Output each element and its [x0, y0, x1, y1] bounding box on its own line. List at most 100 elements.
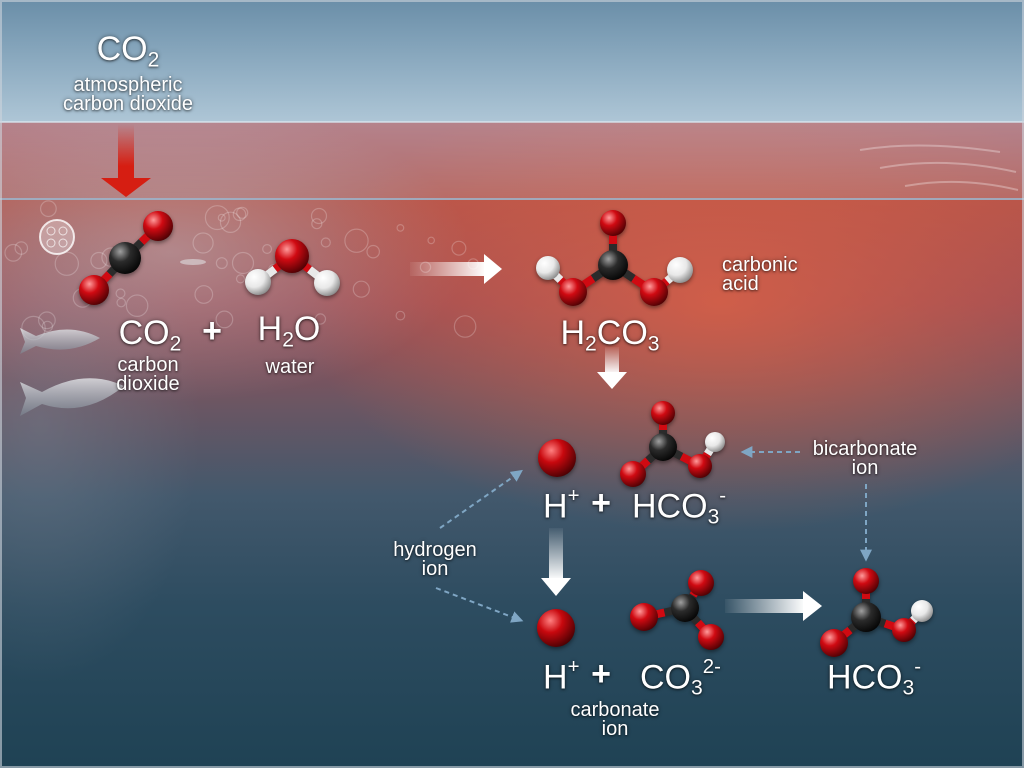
- oxygen-atom: [640, 278, 668, 306]
- carbonate-label: carbonate ion: [571, 700, 660, 739]
- plankton-speck: [352, 280, 370, 298]
- bicarbonate-product-formula: HCO3-: [827, 657, 921, 699]
- plus-sign: +: [591, 655, 611, 693]
- plankton-speck: [217, 213, 226, 222]
- formula-superscript: -: [914, 656, 922, 678]
- atmosphere-background: [0, 0, 1024, 122]
- formula-superscript: 2-: [702, 656, 721, 678]
- atmospheric-co2-label: atmospheric carbon dioxide: [62, 75, 194, 115]
- co2-molecule: [79, 211, 173, 305]
- label-line: dioxide: [116, 373, 180, 395]
- plankton-speck: [125, 294, 149, 317]
- formula-base: HCO: [826, 658, 903, 697]
- bicarbonate-molecule: [620, 401, 725, 487]
- oxygen-atom: [559, 278, 587, 306]
- hydrogen-ion-formula: H+: [543, 657, 579, 694]
- arrow-shaft: [725, 599, 805, 613]
- ripple: [859, 144, 1001, 153]
- hydrogen-atom: [705, 432, 725, 452]
- plankton-speck: [90, 251, 108, 270]
- label-line: acid: [722, 273, 759, 295]
- carbon-atom: [598, 250, 628, 280]
- plankton-speck: [231, 251, 255, 275]
- carbon-atom: [851, 602, 881, 632]
- formula-subscript: 2: [282, 328, 294, 352]
- oxygen-atom: [820, 629, 848, 657]
- arrow-shaft: [118, 124, 134, 180]
- formula-part: CO: [596, 314, 648, 352]
- plankton-speck: [453, 315, 477, 338]
- hydrogen-atom: [667, 257, 693, 283]
- oxygen-atom: [600, 210, 626, 236]
- carbon-atom: [671, 594, 699, 622]
- diatom-pore: [46, 238, 56, 248]
- plankton-speck: [41, 320, 54, 333]
- diatom-illustration: [39, 219, 75, 255]
- arrow-head: [484, 254, 502, 284]
- bicarbonate-product-molecule: [820, 568, 933, 657]
- formula-part: H: [257, 310, 283, 348]
- oxygen-atom: [892, 618, 916, 642]
- atmospheric-co2-formula: CO2: [97, 32, 160, 70]
- hydrogen-atom: [314, 270, 340, 296]
- hydrogen-ion-formula: H+: [543, 486, 579, 523]
- arrow-head: [541, 578, 571, 596]
- carbonic-acid-molecule: [536, 210, 693, 306]
- hydrogen-ion-sphere: [538, 439, 576, 477]
- carbonate-formula: CO32-: [640, 657, 721, 699]
- bicarbonate-formula: HCO3-: [632, 486, 726, 528]
- formula-subscript: 2: [585, 332, 597, 356]
- formula-base: H: [543, 658, 568, 697]
- oxygen-atom: [688, 454, 712, 478]
- formula-superscript: +: [567, 485, 580, 507]
- oxygen-atom: [630, 603, 658, 631]
- water-formula: H2O: [258, 312, 321, 350]
- formula-superscript: +: [567, 656, 580, 678]
- oxygen-atom: [79, 275, 109, 305]
- plankton-speck: [215, 310, 234, 329]
- plankton-speck: [38, 311, 56, 330]
- label-line: hydrogen: [393, 539, 477, 561]
- hydrogen-atom: [245, 269, 271, 295]
- plankton-speck: [262, 244, 273, 255]
- formula-subscript: 2: [169, 332, 182, 356]
- plankton-speck: [320, 237, 331, 248]
- co2-label: carbon dioxide: [116, 355, 180, 395]
- formula-subscript: 3: [647, 332, 660, 356]
- plankton-speck: [54, 251, 80, 276]
- atmospheric-co2-arrow: [101, 124, 151, 197]
- plankton-speck: [232, 207, 247, 222]
- water-label: water: [265, 356, 315, 378]
- plankton-speck: [314, 313, 327, 325]
- co2-formula: CO2: [119, 316, 182, 354]
- carbonic-acid-formula: H2CO3: [560, 316, 659, 354]
- reaction-arrow-hydrogen-ion: [541, 528, 571, 596]
- water-molecule: [245, 239, 340, 296]
- label-line: bicarbonate: [812, 438, 918, 460]
- arrow-head: [101, 178, 151, 197]
- plankton-speck: [204, 205, 230, 231]
- formula-part: O: [293, 310, 321, 348]
- hydrogen-ion-pointer-lower: [435, 587, 524, 623]
- formula-superscript: -: [719, 485, 727, 507]
- ocean-surface: [0, 121, 1024, 200]
- label-line: ion: [851, 457, 879, 479]
- label-line: carbon dioxide: [62, 93, 194, 115]
- plankton-speck: [219, 211, 242, 233]
- oxygen-atom: [143, 211, 173, 241]
- plankton-illustration: [4, 200, 479, 341]
- formula-part: H: [560, 314, 586, 352]
- arrow-shaft: [410, 262, 486, 276]
- formula-base: CO: [640, 658, 691, 697]
- fish: [20, 328, 100, 354]
- formula-subscript: 3: [902, 676, 915, 700]
- diatom-shell: [39, 219, 75, 255]
- plankton-speck: [451, 240, 467, 256]
- plankton-speck: [40, 200, 57, 218]
- bicarbonate-label: bicarbonate ion: [812, 438, 918, 479]
- carbonate-molecule: [630, 570, 724, 650]
- ripple: [904, 180, 1019, 191]
- reaction-arrow-to-bicarbonate-product: [725, 591, 822, 621]
- plankton-speck: [427, 236, 436, 245]
